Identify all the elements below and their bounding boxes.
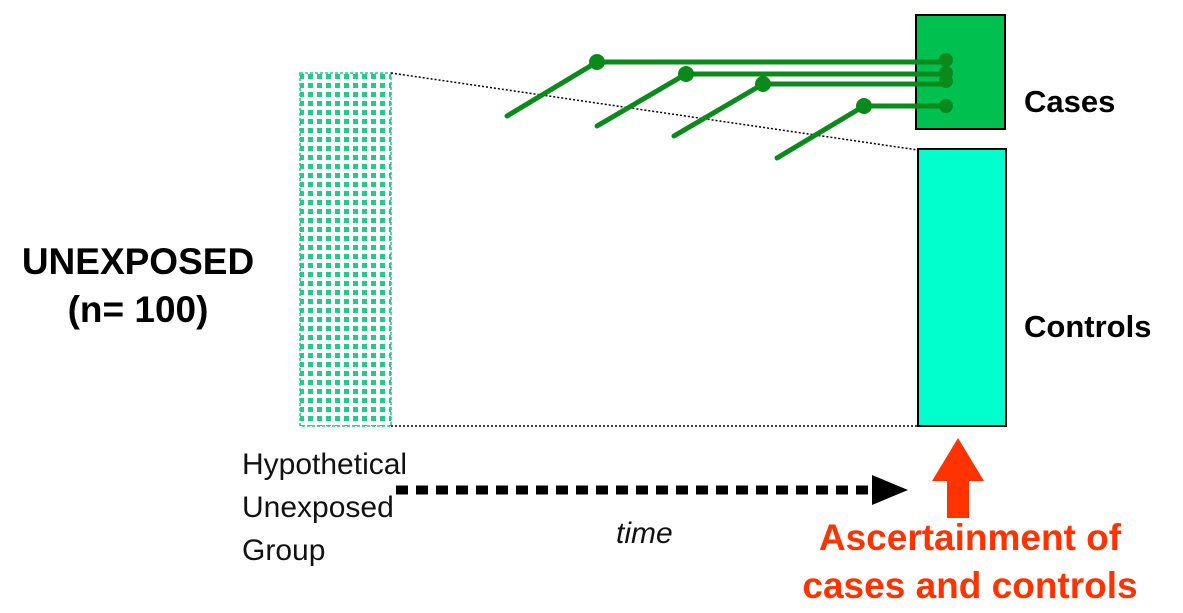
arrow-up-icon (932, 438, 984, 518)
time-label: time (616, 517, 673, 550)
ascertainment-label-line-1: Ascertainment of (818, 517, 1122, 558)
ascertainment-label-line-2: cases and controls (802, 565, 1138, 606)
controls-box (917, 148, 1007, 427)
case-line-2 (594, 66, 953, 129)
ascertainment-label: Ascertainment of cases and controls (770, 514, 1170, 610)
cohort-block (299, 72, 392, 427)
projection-line-top (390, 72, 919, 151)
cases-label: Cases (1024, 84, 1116, 119)
hypothetical-group-label: Hypothetical Unexposed Group (242, 443, 407, 572)
hypothetical-label-line-1: Hypothetical (242, 448, 408, 481)
group-label-line-2: (n= 100) (67, 289, 209, 330)
hypothetical-label-line-3: Group (242, 534, 326, 567)
case-line-1 (504, 53, 953, 119)
case-line-4 (774, 98, 953, 161)
unexposed-group-label: UNEXPOSED (n= 100) (0, 238, 278, 334)
hypothetical-label-line-2: Unexposed (242, 491, 394, 524)
case-line-3 (671, 74, 953, 139)
group-label-line-1: UNEXPOSED (21, 241, 255, 282)
dotted-arrow-right-icon (396, 475, 908, 505)
case-lines (504, 53, 953, 161)
controls-label: Controls (1024, 309, 1152, 344)
